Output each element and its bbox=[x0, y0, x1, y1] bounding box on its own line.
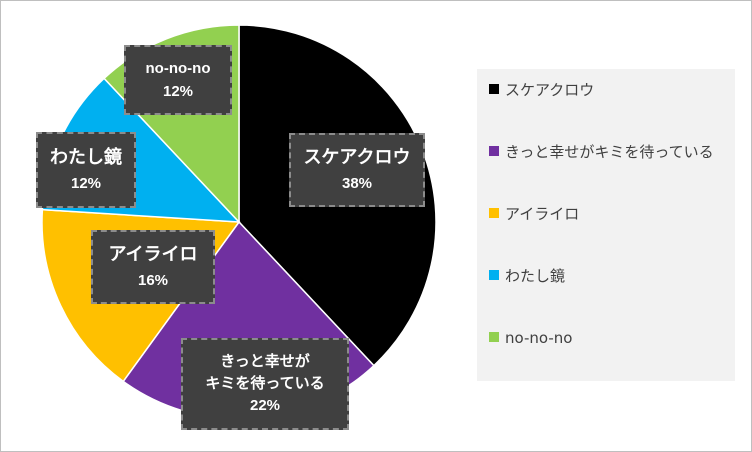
legend-item-no-no-no: no-no-no bbox=[489, 327, 729, 349]
legend-label: no-no-no bbox=[505, 329, 573, 347]
legend-swatch bbox=[489, 270, 499, 280]
data-label-name: わたし鏡 bbox=[50, 147, 122, 168]
legend: スケアクロウ きっと幸せがキミを待っている アイライロ わたし鏡 no-no-n… bbox=[477, 69, 735, 381]
data-label-percent: 12% bbox=[162, 83, 194, 100]
legend-label: わたし鏡 bbox=[505, 267, 566, 285]
legend-item-kitto-shiawase: きっと幸せがキミを待っている bbox=[489, 141, 729, 163]
legend-swatch bbox=[489, 84, 499, 94]
data-label-percent: 16% bbox=[137, 272, 169, 290]
data-label-name-line2: キミを待っている bbox=[205, 375, 325, 393]
legend-item-scarecrow: スケアクロウ bbox=[489, 79, 729, 101]
data-label-percent: 38% bbox=[341, 175, 373, 193]
legend-label: スケアクロウ bbox=[505, 81, 595, 99]
legend-swatch bbox=[489, 208, 499, 218]
data-label-percent: 22% bbox=[249, 396, 281, 414]
data-label-kitto-shiawase: きっと幸せが キミを待っている 22% bbox=[181, 338, 349, 430]
data-label-percent: 12% bbox=[70, 175, 102, 193]
data-label-name: スケアクロウ bbox=[303, 147, 411, 168]
data-label-no-no-no: no-no-no 12% bbox=[124, 45, 232, 115]
data-label-scarecrow: スケアクロウ 38% bbox=[289, 133, 425, 207]
legend-item-watashi-kagami: わたし鏡 bbox=[489, 265, 729, 287]
data-label-airairo: アイライロ 16% bbox=[91, 230, 215, 304]
legend-swatch bbox=[489, 332, 499, 342]
data-label-name: アイライロ bbox=[108, 244, 198, 265]
legend-label: きっと幸せがキミを待っている bbox=[505, 143, 714, 161]
legend-item-airairo: アイライロ bbox=[489, 203, 729, 225]
data-label-name: no-no-no bbox=[145, 59, 211, 77]
data-label-watashi-kagami: わたし鏡 12% bbox=[36, 132, 136, 208]
legend-swatch bbox=[489, 146, 499, 156]
legend-label: アイライロ bbox=[505, 205, 580, 223]
data-label-name-line1: きっと幸せが bbox=[220, 353, 310, 371]
